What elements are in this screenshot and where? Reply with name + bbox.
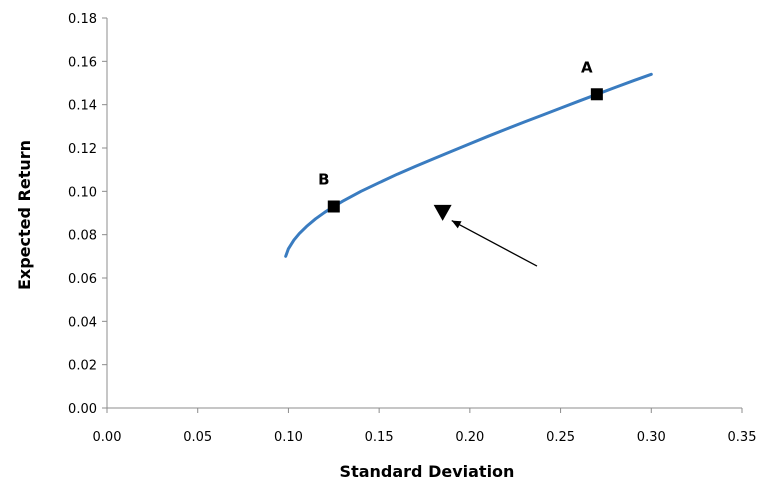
x-tick-label: 0.20 <box>455 430 484 445</box>
annotation <box>433 204 538 267</box>
annotation-arrowhead <box>451 220 462 229</box>
annotation-arrow-line <box>451 220 538 267</box>
x-tick-label: 0.30 <box>637 430 666 445</box>
x-tick-label: 0.25 <box>546 430 575 445</box>
series-layer <box>284 72 653 258</box>
x-tick-label: 0.00 <box>93 430 122 445</box>
point-b-marker <box>327 200 340 213</box>
x-axis-title: Standard Deviation <box>340 462 515 481</box>
y-axis-ticks: 0.00 0.02 0.04 0.06 0.08 0.10 0.12 0.14 0.16 0.18 <box>68 12 107 417</box>
y-tick-label: 0.02 <box>68 359 97 374</box>
y-tick-label: 0.18 <box>68 12 97 27</box>
x-tick-label: 0.10 <box>274 430 303 445</box>
y-tick-label: 0.16 <box>68 55 97 70</box>
axes <box>106 18 742 409</box>
y-tick-label: 0.08 <box>68 229 97 244</box>
x-tick-label: 0.05 <box>183 430 212 445</box>
point-b-label: B <box>318 171 329 189</box>
efficient-frontier-line <box>284 72 653 258</box>
x-tick-label: 0.15 <box>365 430 394 445</box>
y-axis-title: Expected Return <box>15 140 34 290</box>
y-tick-label: 0.10 <box>68 185 97 200</box>
y-tick-label: 0.14 <box>68 99 97 114</box>
point-a-marker <box>590 88 603 101</box>
x-tick-label: 0.35 <box>728 430 757 445</box>
labeled-points: AB <box>318 58 603 213</box>
point-a-label: A <box>581 58 593 76</box>
y-tick-label: 0.06 <box>68 272 97 287</box>
x-axis-ticks: 0.00 0.05 0.10 0.15 0.20 0.25 0.30 0.35 <box>93 408 757 445</box>
y-tick-label: 0.12 <box>68 142 97 157</box>
annotation-triangle-marker <box>433 204 452 221</box>
y-tick-label: 0.04 <box>68 315 97 330</box>
y-tick-label: 0.00 <box>68 402 97 417</box>
